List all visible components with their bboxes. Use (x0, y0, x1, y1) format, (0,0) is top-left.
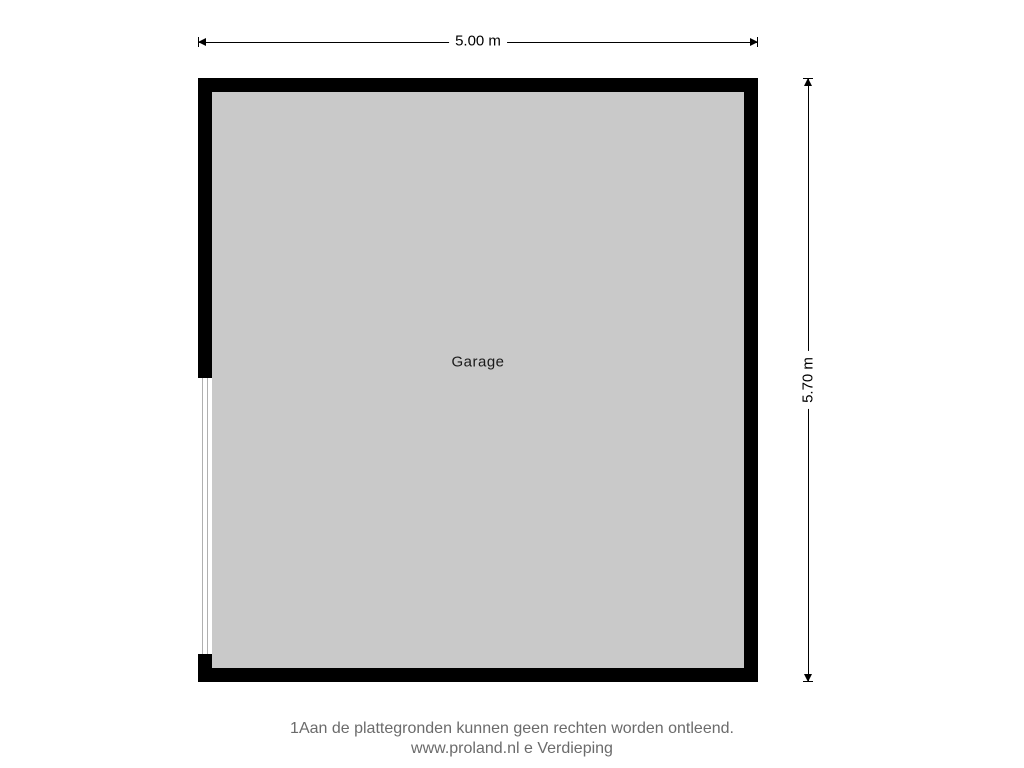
wall-bottom (198, 668, 758, 682)
arrow-up-icon (804, 78, 812, 86)
arrow-right-icon (750, 38, 758, 46)
disclaimer-text: 1Aan de plattegronden kunnen geen rechte… (290, 720, 734, 738)
wall-left-upper (198, 78, 212, 378)
garage-door-opening (198, 378, 212, 654)
dimension-label-height: 5.70 m (800, 351, 817, 409)
dimension-label-width: 5.00 m (449, 33, 507, 50)
source-text: www.proland.nl e Verdieping (411, 740, 613, 758)
arrow-down-icon (804, 674, 812, 682)
floorplan-canvas: Garage 5.00 m 5.70 m 1Aan de plattegrond… (0, 0, 1024, 768)
garage-door-track-line (202, 378, 203, 654)
garage-door-track-line (207, 378, 208, 654)
wall-top (198, 78, 758, 92)
wall-left-stub (198, 654, 212, 668)
wall-right (744, 78, 758, 682)
garage-room-fill (212, 92, 744, 668)
arrow-left-icon (198, 38, 206, 46)
room-label-garage: Garage (451, 353, 504, 370)
